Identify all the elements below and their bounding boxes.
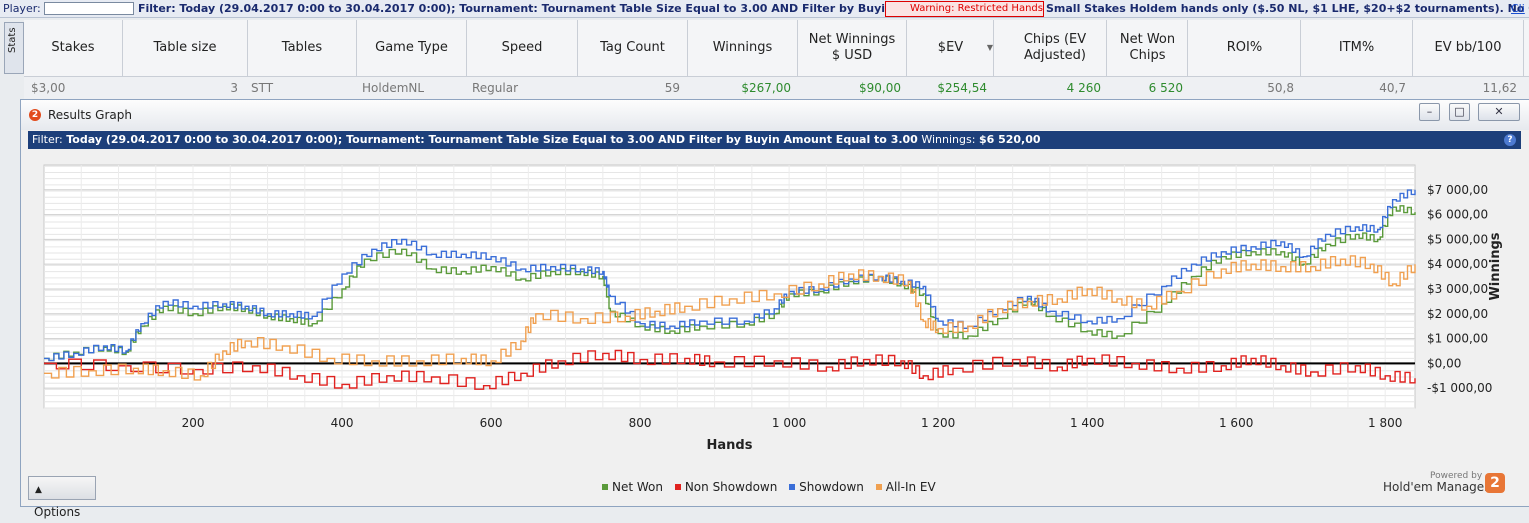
window-title: Results Graph [48, 108, 132, 122]
graph-filter-prefix: Filter: [32, 133, 63, 146]
y-tick-label: $2 000,00 [1427, 307, 1488, 321]
x-tick-label: 800 [629, 416, 652, 430]
legend-non-showdown: Non Showdown [684, 480, 778, 494]
results-chart: -$1 000,00 $0,00 $1 000,00 $2 000,00 $3 000,… [43, 164, 1503, 453]
graph-filter-text: Today (29.04.2017 0:00 to 30.04.2017 0:0… [66, 133, 918, 146]
col-game-type[interactable]: Game Type [357, 20, 467, 76]
col-table-size[interactable]: Table size [123, 20, 248, 76]
y-tick-label: $0,00 [1427, 356, 1461, 370]
cell-winnings: $267,00 [741, 81, 791, 95]
y-tick-label: $3 000,00 [1427, 282, 1488, 296]
hem-logo-icon: 2 [1485, 473, 1505, 493]
legend-swatch-non-showdown [674, 484, 681, 490]
cell-table-size: 3 [230, 81, 238, 95]
help-icon[interactable]: ? [1504, 134, 1516, 146]
legend-swatch-showdown [789, 484, 796, 490]
y-tick-label: $1 000,00 [1427, 332, 1488, 346]
x-tick-label: 600 [480, 416, 503, 430]
col-winnings[interactable]: Winnings [688, 20, 798, 76]
sort-desc-icon: ▼ [986, 43, 993, 52]
series-line-all-in-ev [44, 255, 1416, 381]
legend-swatch-all-in-ev [875, 484, 882, 490]
top-filter-text[interactable]: Filter: Today (29.04.2017 0:00 to 30.04.… [138, 2, 1031, 15]
graph-filter-bar: Filter: Today (29.04.2017 0:00 to 30.04.… [28, 131, 1521, 149]
click-link[interactable]: Cli [1511, 2, 1525, 15]
cell-chips-ev: 4 260 [1066, 81, 1101, 95]
stats-grid-header: Stakes Table size Tables Game Type Speed… [24, 20, 1529, 77]
col-ev[interactable]: $EV ▼ [908, 20, 994, 76]
cell-speed: Regular [472, 81, 519, 95]
powered-by-text: Powered by [1430, 471, 1483, 481]
legend-swatch-net-won [602, 484, 608, 490]
x-tick-label: 1 400 [1070, 416, 1104, 430]
maximize-icon: □ [1454, 105, 1465, 118]
player-input[interactable] [44, 2, 134, 15]
stats-tab[interactable]: Stats [4, 22, 24, 74]
x-axis-label: Hands [707, 438, 753, 453]
app-logo-icon: 2 [29, 109, 41, 121]
cell-itm: 40,7 [1379, 81, 1406, 95]
legend-net-won: Net Won [612, 480, 663, 494]
col-net-winnings[interactable]: Net Winnings $ USD [798, 20, 907, 76]
options-button[interactable]: ▲ Options [28, 476, 96, 519]
x-tick-label: 1 800 [1368, 416, 1402, 430]
col-ev-bb[interactable]: EV bb/100 [1413, 20, 1524, 76]
y-tick-label: $7 000,00 [1427, 183, 1488, 197]
series-line-showdown [44, 189, 1416, 362]
cell-ev-bb: 11,62 [1482, 81, 1517, 95]
warning-label: Warning: Restricted Hands [910, 3, 1043, 14]
legend-all-in-ev: All-In EV [885, 480, 936, 494]
window-titlebar[interactable]: 2 Results Graph – □ ✕ [21, 100, 1529, 130]
warning-text: Small Stakes Holdem hands only ($.50 NL,… [1046, 2, 1529, 15]
x-tick-label: 1 600 [1219, 416, 1253, 430]
minimize-icon: – [1426, 105, 1433, 118]
cell-net-won-chips: 6 520 [1148, 81, 1183, 95]
y-axis-label: Winnings [1488, 232, 1503, 300]
legend-showdown: Showdown [799, 480, 864, 494]
x-tick-label: 1 000 [772, 416, 806, 430]
series-line-net-won [44, 205, 1416, 362]
y-tick-label: -$1 000,00 [1427, 381, 1492, 395]
table-row[interactable]: $3,00 3 STT HoldemNL Regular 59 $267,00 … [24, 77, 1529, 99]
cell-stakes: $3,00 [31, 81, 66, 95]
cell-game-type: HoldemNL [362, 81, 425, 95]
series-line-non-showdown [44, 349, 1416, 390]
col-tables[interactable]: Tables [248, 20, 357, 76]
col-speed[interactable]: Speed [467, 20, 578, 76]
graph-winnings-label: Winnings: [921, 133, 976, 146]
col-tag-count[interactable]: Tag Count [578, 20, 688, 76]
close-icon: ✕ [1494, 105, 1504, 118]
chart-legend: Net Won Non Showdown Showdown All-In EV [602, 480, 944, 494]
graph-winnings-value: $6 520,00 [978, 133, 1041, 146]
close-button[interactable]: ✕ [1478, 103, 1520, 121]
x-tick-label: 200 [182, 416, 205, 430]
top-filter-bar: Player: Filter: Today (29.04.2017 0:00 t… [0, 0, 1529, 18]
y-tick-label: $5 000,00 [1427, 232, 1488, 246]
cell-tables: STT [251, 81, 274, 95]
chevron-up-icon: ▲ [35, 485, 42, 495]
minimize-button[interactable]: – [1419, 103, 1440, 121]
col-chips-ev[interactable]: Chips (EV Adjusted) [1004, 20, 1107, 76]
cell-roi: 50,8 [1267, 81, 1294, 95]
y-tick-label: $4 000,00 [1427, 257, 1488, 271]
player-label: Player: [3, 2, 41, 15]
cell-net-winnings: $90,00 [859, 81, 901, 95]
maximize-button[interactable]: □ [1449, 103, 1470, 121]
col-stakes[interactable]: Stakes [24, 20, 123, 76]
cell-tag-count: 59 [664, 81, 680, 95]
options-label: Options [34, 505, 81, 519]
brand-name: Hold'em Manager [1383, 480, 1490, 494]
col-ev-label: $EV [937, 40, 964, 55]
col-net-won-chips[interactable]: Net Won Chips [1108, 20, 1188, 76]
x-tick-label: 400 [331, 416, 354, 430]
y-tick-label: $6 000,00 [1427, 208, 1488, 222]
restricted-warning-box[interactable] [885, 1, 1044, 17]
x-tick-label: 1 200 [921, 416, 955, 430]
col-roi[interactable]: ROI% [1189, 20, 1301, 76]
cell-ev: $254,54 [937, 81, 987, 95]
col-itm[interactable]: ITM% [1301, 20, 1413, 76]
